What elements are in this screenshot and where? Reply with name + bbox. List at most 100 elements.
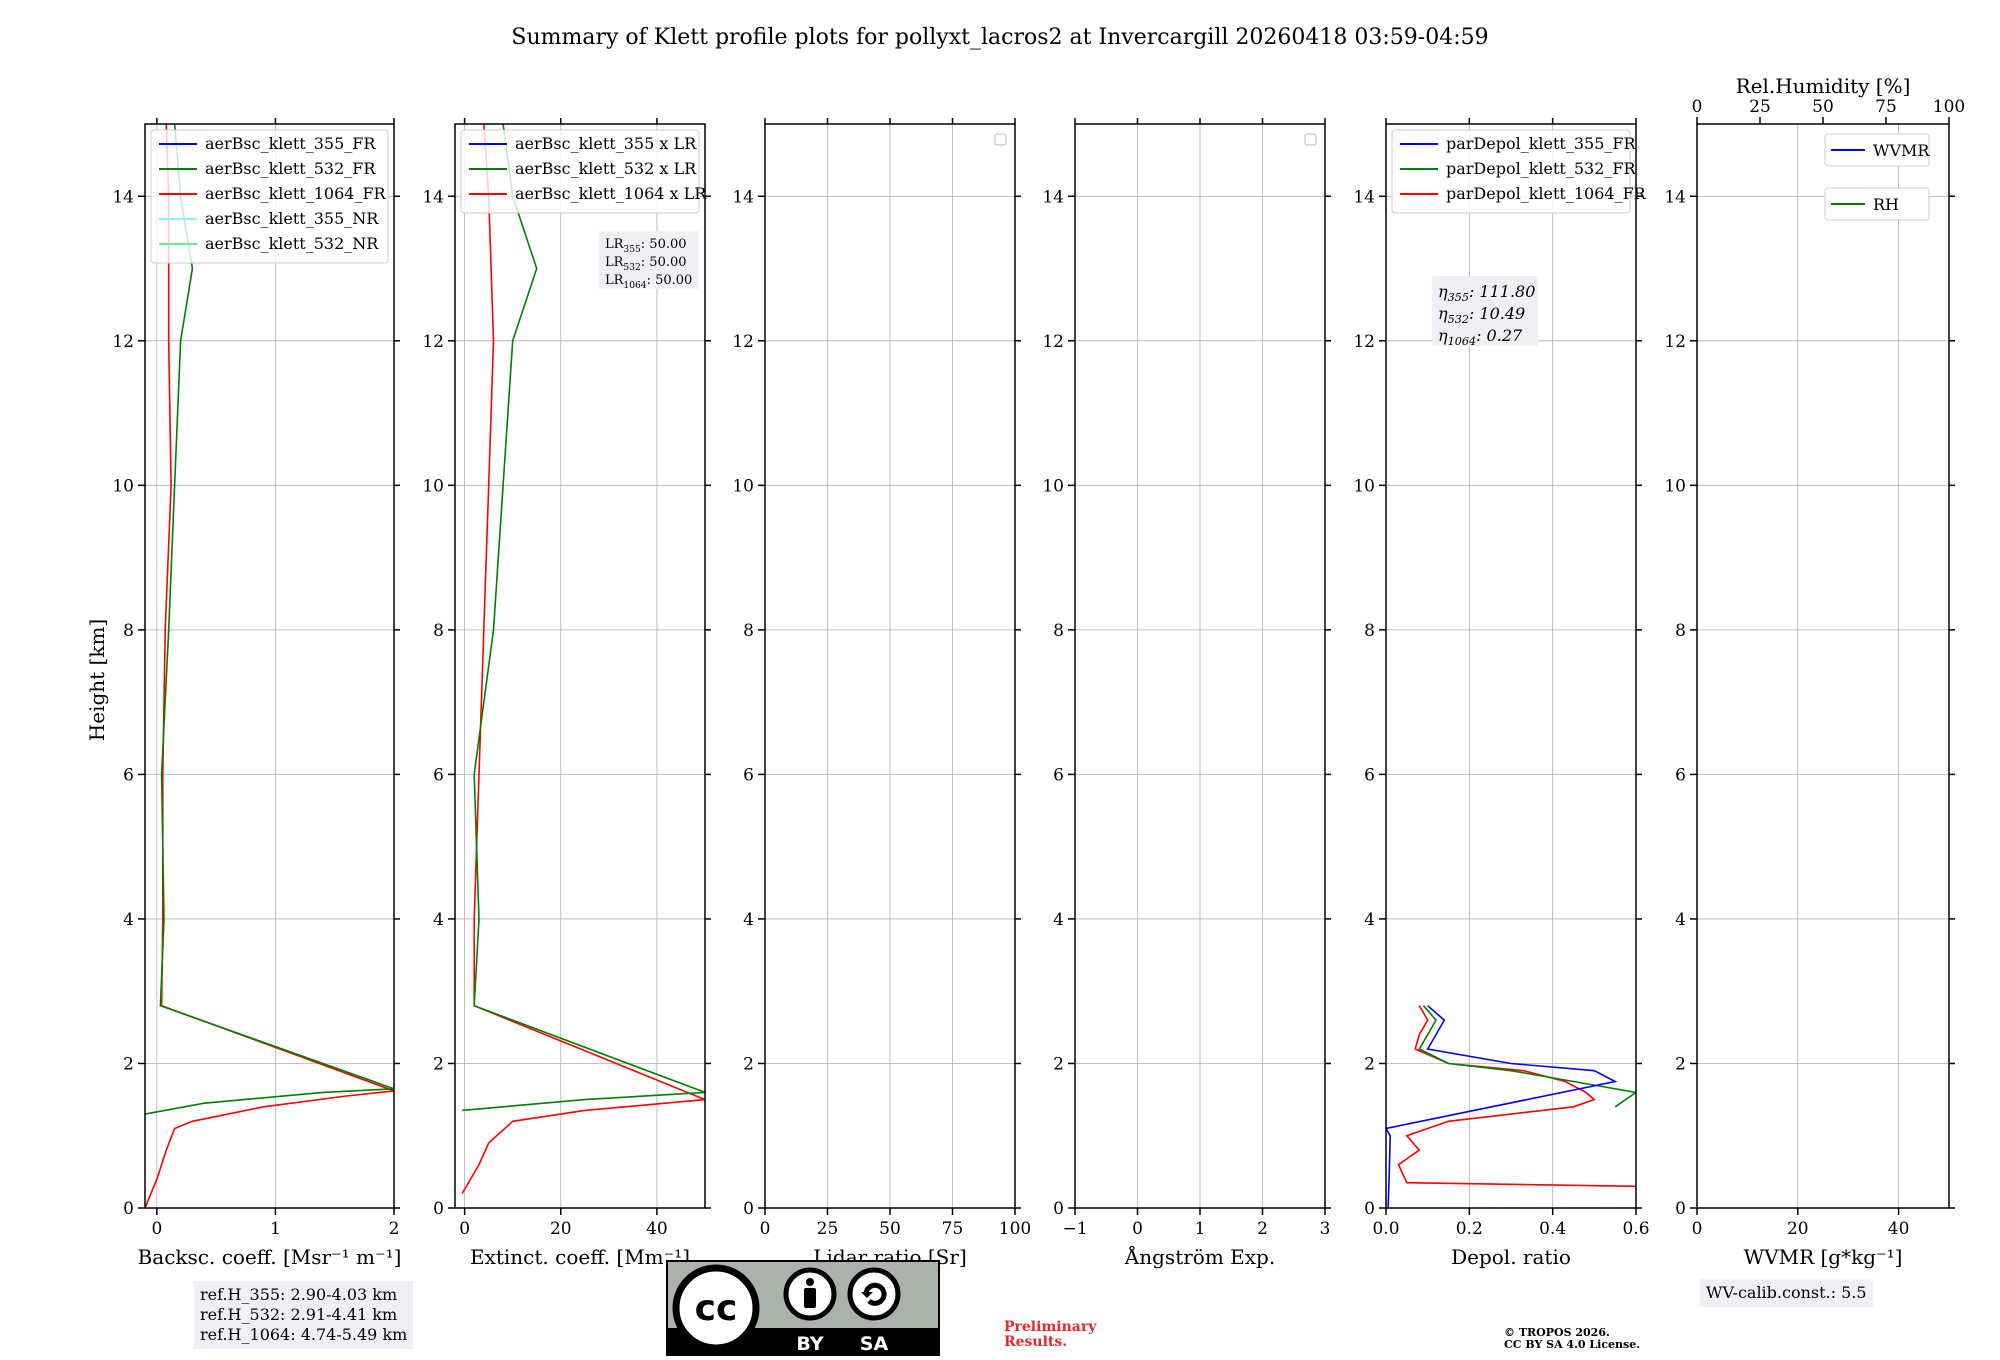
x-tick-label: 0 — [1132, 1219, 1143, 1239]
y-tick-label: 6 — [123, 765, 134, 785]
axes-frame-bsc — [144, 123, 395, 1209]
y-tick-label: 10 — [1353, 476, 1375, 496]
y-tick-label: 12 — [422, 332, 444, 352]
cc-by-label: BY — [796, 1333, 823, 1355]
eta-box — [1432, 276, 1538, 346]
empty-legend-ang — [1304, 133, 1317, 146]
x-tick-label: 0.2 — [1456, 1219, 1483, 1239]
axes-frame-dep — [1385, 123, 1637, 1209]
x-tick-label: 1 — [1195, 1219, 1206, 1239]
legend-box-RH — [1824, 187, 1930, 221]
y-tick-label: 14 — [1353, 187, 1375, 207]
top-x-tick-label: 75 — [1875, 97, 1897, 117]
preliminary-results-note: Preliminary Results. — [1004, 1320, 1096, 1350]
y-tick-label: 10 — [1042, 476, 1064, 496]
y-axis-label: Height [km] — [85, 619, 109, 741]
copyright-note: © TROPOS 2026. CC BY SA 4.0 License. — [1504, 1327, 1640, 1351]
panel-ext: 0 2 4 6 8 10 12 14 0 20 40 Extinct. coeff. [Mm⁻¹] ae… — [422, 118, 711, 1269]
y-tick-label: 8 — [433, 621, 444, 641]
y-tick-label: 12 — [1353, 332, 1375, 352]
plot-area-ext — [461, 124, 705, 1194]
x-tick-label: −1 — [1062, 1219, 1087, 1239]
lidar-ratio-label: LR532: 50.00 — [605, 255, 687, 273]
legend-ext — [460, 129, 700, 214]
x-tick-label: 0.4 — [1539, 1219, 1566, 1239]
ref-height-532: ref.H_532: 2.91-4.41 km — [200, 1305, 398, 1324]
eta-label: η1064: 0.27 — [1438, 326, 1523, 348]
legend-dep — [1391, 129, 1631, 214]
top-axis-label: Rel.Humidity [%] — [1736, 74, 1911, 98]
top-x-tick-label: 50 — [1812, 97, 1834, 117]
y-tick-label: 4 — [433, 910, 444, 930]
y-tick-label: 4 — [743, 910, 754, 930]
y-tick-label: 8 — [1364, 621, 1375, 641]
x-axis-label-dep: Depol. ratio — [1451, 1245, 1571, 1269]
wv-calibration-constant: WV-calib.const.: 5.5 — [1706, 1283, 1867, 1302]
legend-label: parDepol_klett_532_FR — [1446, 159, 1637, 178]
axes-frame-wv — [1696, 123, 1950, 1209]
y-tick-label: 12 — [732, 332, 754, 352]
y-tick-label: 4 — [123, 910, 134, 930]
y-tick-label: 4 — [1364, 910, 1375, 930]
series-parDepol_klett_1064_FR — [1397, 1005, 1636, 1188]
legend-label: RH — [1873, 195, 1899, 214]
legend-label: parDepol_klett_1064_FR — [1446, 184, 1647, 203]
top-x-tick-label: 100 — [1933, 97, 1965, 117]
y-tick-label: 6 — [743, 765, 754, 785]
y-tick-label: 4 — [1053, 910, 1064, 930]
x-tick-label: 20 — [550, 1219, 572, 1239]
y-tick-label: 8 — [743, 621, 754, 641]
y-tick-label: 0 — [123, 1199, 134, 1219]
x-tick-label: 0 — [760, 1219, 771, 1239]
x-tick-label: 2 — [389, 1219, 400, 1239]
x-axis-label-bsc: Backsc. coeff. [Msr⁻¹ m⁻¹] — [138, 1245, 402, 1269]
x-tick-label: 1 — [270, 1219, 281, 1239]
y-tick-label: 6 — [1675, 765, 1686, 785]
y-tick-label: 0 — [743, 1199, 754, 1219]
x-tick-label: 25 — [817, 1219, 839, 1239]
legend-label: WVMR — [1873, 141, 1930, 160]
copyright-line-1: © TROPOS 2026. — [1504, 1326, 1610, 1339]
x-tick-label: 40 — [646, 1219, 668, 1239]
x-tick-label: 0 — [1692, 1219, 1703, 1239]
x-axis-label-ext: Extinct. coeff. [Mm⁻¹] — [470, 1245, 690, 1269]
y-tick-label: 10 — [732, 476, 754, 496]
lidar-ratio-label: LR1064: 50.00 — [605, 273, 692, 291]
figure-title: Summary of Klett profile plots for polly… — [511, 25, 1488, 50]
sa-share-icon — [847, 1267, 901, 1321]
ref-height-1064: ref.H_1064: 4.74-5.49 km — [200, 1325, 408, 1344]
panel-dep: 0 2 4 6 8 10 12 14 0.0 0.2 0.4 0.6 Depol. ratio parDe… — [1353, 118, 1650, 1269]
reference-heights-box: ref.H_355: 2.90-4.03 km ref.H_532: 2.91-… — [194, 1281, 414, 1349]
y-tick-label: 14 — [422, 187, 444, 207]
y-tick-label: 4 — [1675, 910, 1686, 930]
series-parDepol_klett_355_FR — [1386, 1005, 1618, 1208]
legend-label: aerBsc_klett_355 x LR — [515, 134, 697, 153]
legend-label: aerBsc_klett_355_NR — [205, 209, 379, 228]
y-tick-label: 2 — [1053, 1054, 1064, 1074]
cc-by-sa-logo: cc BY SA — [666, 1260, 940, 1356]
x-tick-label: 75 — [942, 1219, 964, 1239]
plot-area-dep — [1386, 1005, 1636, 1208]
y-tick-label: 8 — [123, 621, 134, 641]
x-tick-label: 0.6 — [1622, 1219, 1649, 1239]
copyright-line-2: CC BY SA 4.0 License. — [1504, 1338, 1641, 1351]
y-tick-label: 2 — [1675, 1054, 1686, 1074]
y-tick-label: 8 — [1053, 621, 1064, 641]
y-tick-label: 12 — [1664, 332, 1686, 352]
cc-sa-label: SA — [860, 1333, 889, 1355]
legend-label: aerBsc_klett_532_FR — [205, 159, 376, 178]
lidar-ratio-label: LR355: 50.00 — [605, 237, 687, 255]
y-tick-label: 10 — [1664, 476, 1686, 496]
y-tick-label: 2 — [123, 1054, 134, 1074]
y-tick-label: 6 — [1364, 765, 1375, 785]
x-tick-label: 50 — [879, 1219, 901, 1239]
top-x-tick-label: 0 — [1692, 97, 1703, 117]
y-tick-label: 14 — [732, 187, 754, 207]
y-tick-label: 8 — [1675, 621, 1686, 641]
y-tick-label: 6 — [1053, 765, 1064, 785]
series-aerBsc_klett_1064 x LR — [461, 124, 705, 1194]
legend-label: aerBsc_klett_532_NR — [205, 234, 379, 253]
